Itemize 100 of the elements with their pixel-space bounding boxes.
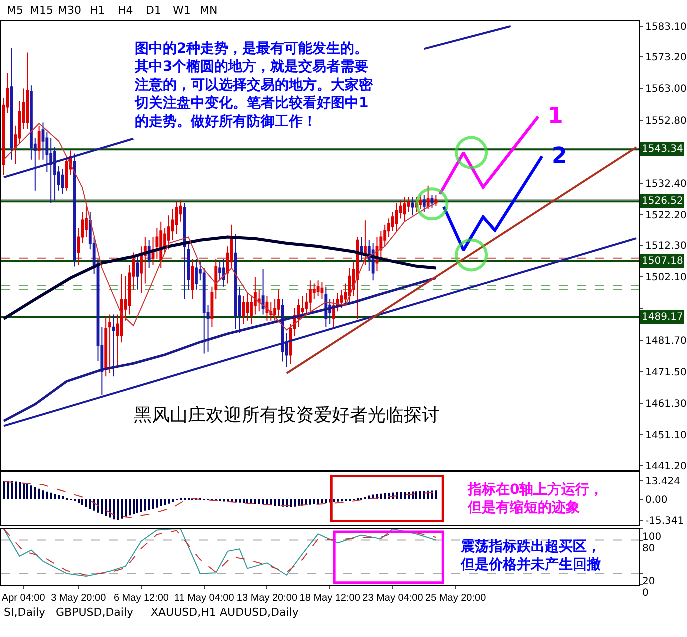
y-tick-label: 0.00: [646, 494, 668, 506]
bar: [42, 490, 44, 500]
bar: [34, 487, 36, 500]
y-tick-label: 1502.10: [646, 272, 687, 284]
candlestick: [395, 202, 398, 232]
candlestick: [242, 296, 246, 324]
text: XAUUSD,H1: [151, 606, 216, 619]
bar: [105, 499, 107, 516]
bar: [121, 499, 123, 519]
x-tick-label: 6 May 12:00: [114, 592, 170, 604]
text: GBPUSD,Daily: [56, 606, 134, 619]
candlestick: [38, 125, 41, 160]
annotation: 图中的2种走势，是最有可能发生的。其中3个椭圆的地方，就是交易者需要注意的，可以选择交易的地方。大家密切关注盘中变化。笔者比较看好图中1的走势。做好所有防御工作！: [134, 41, 374, 130]
bar: [309, 499, 312, 505]
y-tick-label: 13.424: [646, 476, 681, 488]
annotation: 黑风山庄欢迎所有投资爱好者光临探讨: [134, 405, 440, 426]
candlestick: [308, 280, 312, 312]
bar: [368, 496, 370, 500]
candlestick: [360, 236, 363, 263]
bar: [435, 490, 437, 500]
annotation: 震荡指标跌出超买区，但是价格并未产生回撤: [460, 539, 601, 574]
y-tick-label: 1441.20: [646, 461, 687, 472]
bar: [219, 499, 221, 502]
bar: [74, 499, 76, 502]
candlestick: [108, 314, 112, 374]
bar: [262, 499, 264, 505]
bar: [384, 493, 386, 500]
bar: [152, 499, 154, 510]
text: AUDUSD,Daily: [220, 606, 300, 619]
bar: [337, 499, 339, 502]
bar: [62, 496, 64, 500]
bar: [125, 499, 127, 518]
y-tick-label: -15.341: [646, 516, 684, 527]
candlestick: [422, 195, 426, 214]
candlestick: [112, 314, 116, 378]
candlestick: [434, 195, 438, 207]
candlestick: [262, 269, 265, 316]
bar: [423, 491, 425, 500]
point: [455, 238, 488, 272]
bar: [3, 482, 5, 500]
bar: [81, 499, 84, 506]
candlestick: [278, 289, 280, 318]
y-tick-label: 1583.10: [646, 22, 687, 33]
bar: [258, 499, 260, 504]
y-tick-label: 1573.20: [646, 52, 687, 64]
bar: [23, 483, 25, 500]
x-tick-label: Apr 04:00: [2, 592, 46, 604]
bar: [54, 494, 56, 500]
candlestick: [214, 258, 218, 300]
bar: [317, 499, 319, 504]
x-tick-label: 18 May 12:00: [300, 592, 361, 604]
bar: [274, 499, 276, 506]
y-tick-label: 20: [642, 576, 656, 588]
bar: [133, 499, 135, 514]
bar: [325, 499, 327, 504]
candlestick: [160, 221, 163, 269]
bar: [172, 499, 174, 502]
candlestick: [234, 234, 238, 330]
x-tick-label: 25 May 20:00: [426, 592, 487, 604]
bar: [26, 484, 28, 500]
bar: [380, 494, 382, 500]
text: M15: [30, 4, 54, 17]
bar: [400, 492, 402, 500]
text: MN: [200, 4, 218, 17]
bar: [415, 492, 418, 500]
bar: [85, 499, 88, 507]
bar: [243, 499, 245, 504]
bar: [160, 499, 162, 507]
candlestick: [191, 258, 194, 300]
bar: [93, 499, 95, 511]
bar: [290, 499, 292, 508]
bar: [19, 482, 21, 500]
series-label: 1: [548, 104, 564, 129]
bar: [156, 499, 158, 508]
y-tick-label: 1532.40: [646, 178, 687, 190]
bar: [345, 499, 347, 502]
bar: [78, 499, 80, 504]
bar: [144, 499, 146, 511]
bar: [164, 499, 166, 506]
y-tick-label: 0: [642, 588, 649, 599]
point: [455, 136, 488, 170]
candlestick: [316, 280, 320, 297]
bar: [50, 492, 52, 500]
text: SI,Daily: [4, 606, 46, 619]
ref-line-label: 1526.52: [642, 196, 684, 207]
line-series: [2, 276, 438, 422]
candlestick: [136, 255, 140, 290]
bar: [58, 495, 60, 500]
y-tick-label: 1552.80: [646, 116, 687, 127]
bar: [223, 499, 225, 502]
candlestick: [10, 48, 14, 160]
bar: [30, 486, 32, 500]
y-tick-label: 1451.10: [646, 430, 687, 442]
y-tick-label: 1481.70: [646, 336, 687, 347]
candlestick: [419, 195, 422, 210]
bar: [11, 481, 13, 500]
bar: [298, 499, 300, 506]
y-tick-label: 1563.00: [646, 84, 687, 96]
bar: [254, 499, 256, 504]
candlestick: [195, 258, 198, 290]
